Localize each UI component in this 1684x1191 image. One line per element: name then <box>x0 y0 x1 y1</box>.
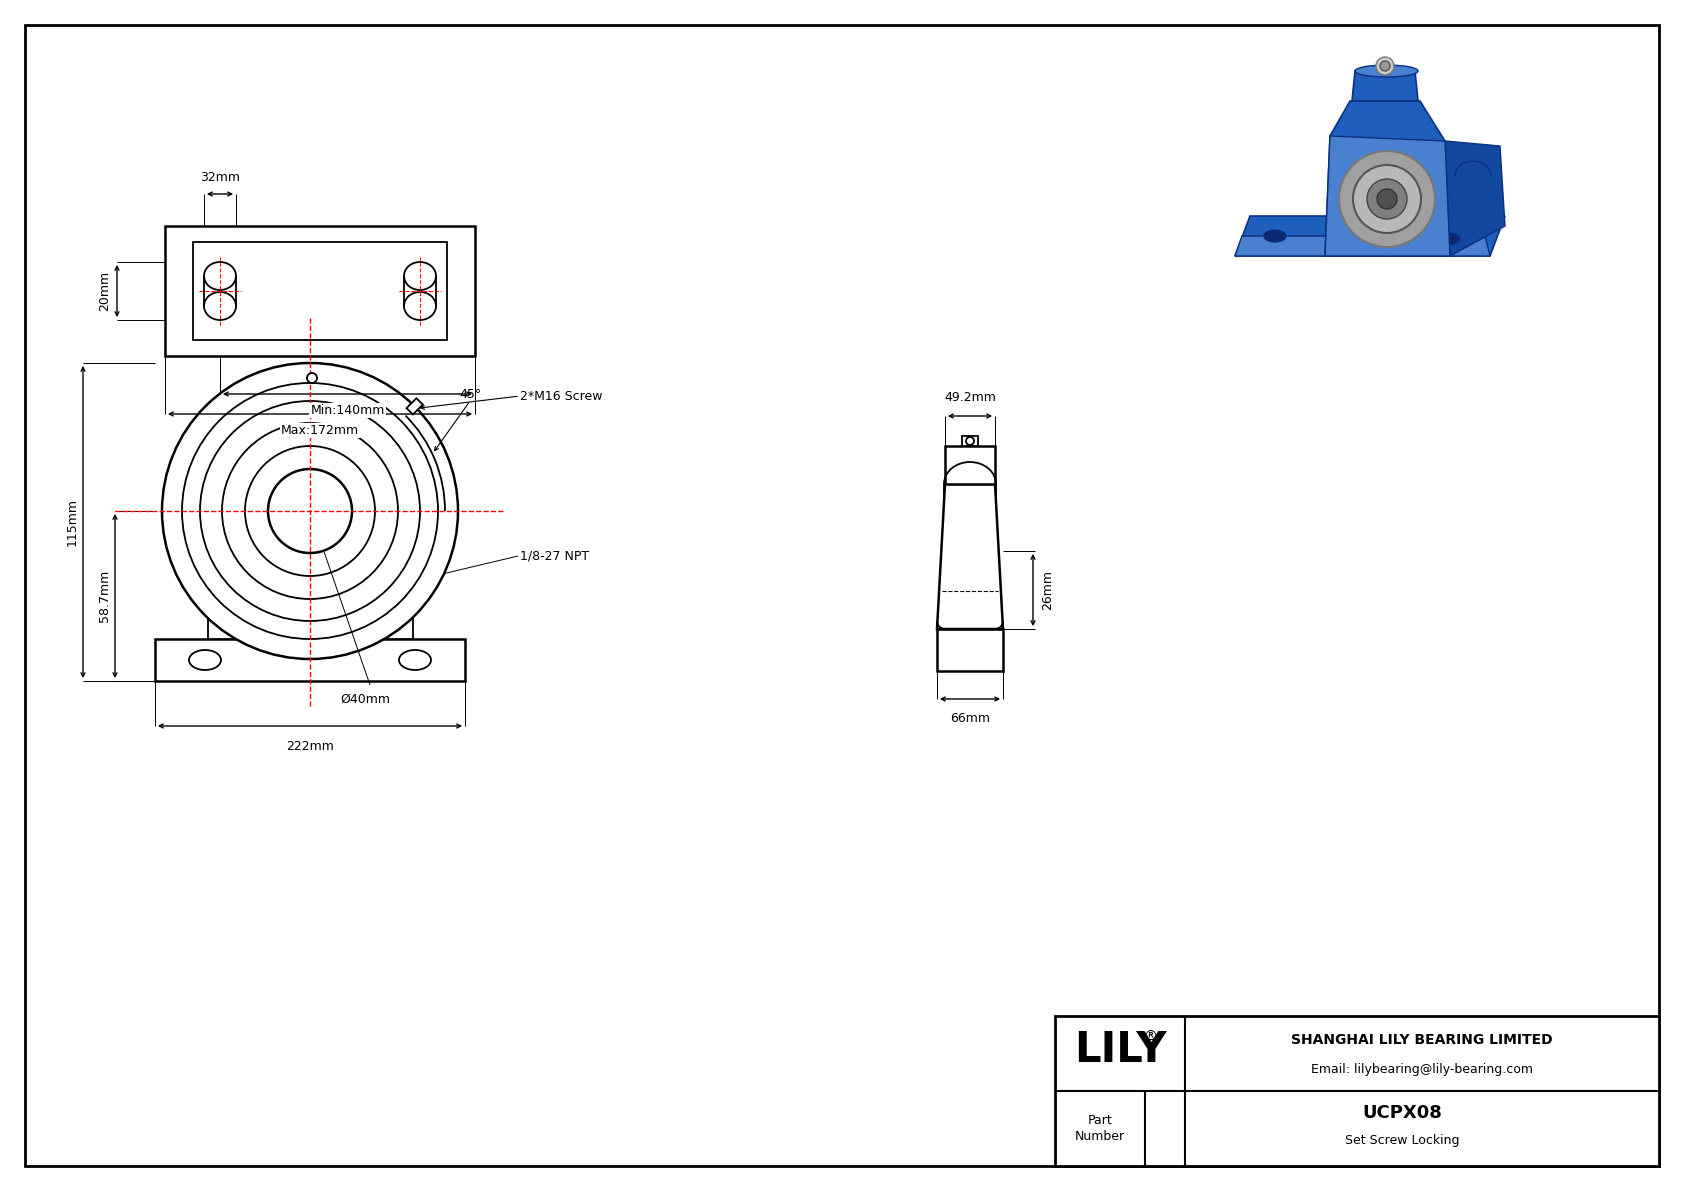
Circle shape <box>1367 179 1408 219</box>
Ellipse shape <box>399 650 431 671</box>
Polygon shape <box>1325 136 1450 256</box>
Circle shape <box>1378 189 1398 208</box>
Ellipse shape <box>1265 230 1287 242</box>
Circle shape <box>1352 166 1421 233</box>
Ellipse shape <box>404 292 436 320</box>
Polygon shape <box>1325 101 1450 256</box>
Text: 26mm: 26mm <box>1041 570 1054 610</box>
Circle shape <box>162 363 458 659</box>
Text: Part
Number: Part Number <box>1074 1114 1125 1143</box>
Text: ®: ® <box>1143 1030 1157 1045</box>
Bar <box>936 629 1004 671</box>
Ellipse shape <box>404 262 436 289</box>
Text: 20mm: 20mm <box>98 270 111 311</box>
Circle shape <box>1379 61 1389 71</box>
Text: 66mm: 66mm <box>950 712 990 725</box>
Text: 115mm: 115mm <box>66 498 79 545</box>
Bar <box>1054 1016 1659 1166</box>
Bar <box>155 640 465 681</box>
Text: Set Screw Locking: Set Screw Locking <box>1346 1134 1460 1147</box>
Text: 49.2mm: 49.2mm <box>945 391 995 404</box>
Ellipse shape <box>1356 66 1418 77</box>
Polygon shape <box>406 398 423 414</box>
Polygon shape <box>936 484 1004 629</box>
Text: Max:172mm: Max:172mm <box>281 424 359 437</box>
Text: 45°: 45° <box>458 388 482 401</box>
Text: 1/8-27 NPT: 1/8-27 NPT <box>520 549 589 562</box>
Circle shape <box>967 437 973 445</box>
Text: 222mm: 222mm <box>286 740 333 753</box>
Polygon shape <box>1234 216 1505 256</box>
Polygon shape <box>1352 71 1418 101</box>
Ellipse shape <box>204 292 236 320</box>
Text: 2*M16 Screw: 2*M16 Screw <box>520 389 603 403</box>
Polygon shape <box>1234 236 1490 256</box>
Bar <box>945 445 995 484</box>
Ellipse shape <box>1440 233 1460 244</box>
Polygon shape <box>1445 141 1505 256</box>
Text: Min:140mm: Min:140mm <box>310 404 384 417</box>
Bar <box>962 436 978 445</box>
Bar <box>165 226 475 356</box>
Circle shape <box>306 373 317 384</box>
Text: LILY: LILY <box>1074 1029 1167 1071</box>
Text: Ø40mm: Ø40mm <box>340 693 391 706</box>
Text: Email: lilybearing@lily-bearing.com: Email: lilybearing@lily-bearing.com <box>1312 1064 1532 1077</box>
Bar <box>207 619 413 640</box>
Bar <box>404 276 436 306</box>
Circle shape <box>1376 57 1394 75</box>
Bar <box>194 242 446 339</box>
Circle shape <box>268 469 352 553</box>
Bar <box>204 276 236 306</box>
Text: UCPX08: UCPX08 <box>1362 1104 1442 1122</box>
Ellipse shape <box>189 650 221 671</box>
Text: 32mm: 32mm <box>200 172 241 183</box>
Ellipse shape <box>204 262 236 289</box>
Circle shape <box>1339 151 1435 247</box>
Text: 58.7mm: 58.7mm <box>98 569 111 622</box>
Text: SHANGHAI LILY BEARING LIMITED: SHANGHAI LILY BEARING LIMITED <box>1292 1033 1553 1047</box>
